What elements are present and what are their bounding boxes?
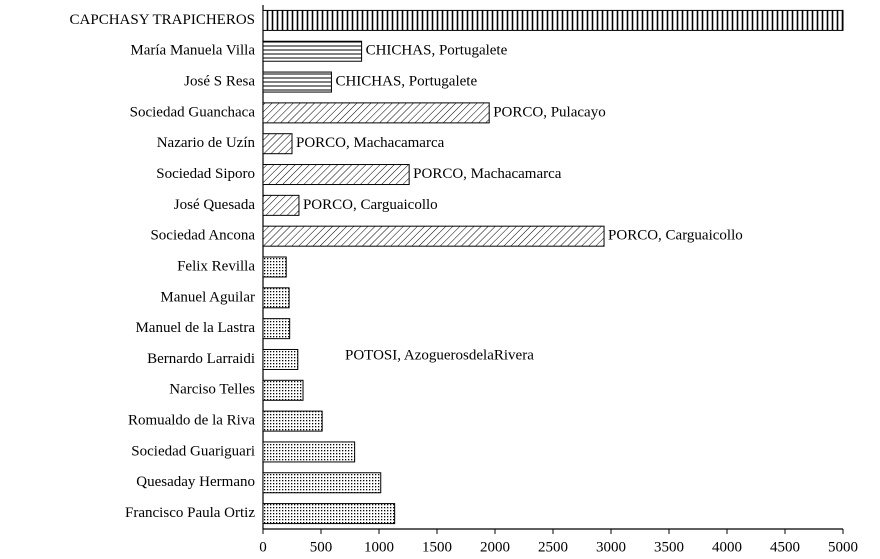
- y-tick-label: Bernardo Larraidi: [147, 351, 255, 367]
- y-tick-label: Romualdo de la Riva: [128, 413, 255, 429]
- x-tick-label: 5000: [828, 539, 858, 555]
- bar: [262, 256, 287, 278]
- y-tick-label: José S Resa: [184, 73, 255, 89]
- bar: [262, 318, 291, 340]
- bar-label: PORCO, Machacamarca: [413, 166, 562, 182]
- y-tick-label: Francisco Paula Ortiz: [125, 505, 255, 521]
- bar: [262, 410, 323, 432]
- bar: [262, 9, 844, 31]
- y-tick-label: Narciso Telles: [169, 382, 255, 398]
- x-tick-label: 0: [259, 539, 267, 555]
- x-tick-label: 3000: [596, 539, 626, 555]
- bar: [262, 71, 332, 93]
- y-tick-label: María Manuela Villa: [130, 43, 255, 59]
- bar-label: CHICHAS, Portugalete: [366, 43, 508, 59]
- bar-label: PORCO, Pulacayo: [493, 104, 606, 120]
- bar-label: PORCO, Carguaicollo: [608, 228, 743, 244]
- bar: [262, 441, 356, 463]
- y-tick-label: Manuel de la Lastra: [135, 320, 255, 336]
- bar: [262, 102, 490, 124]
- x-tick-label: 4000: [712, 539, 742, 555]
- bar: [262, 348, 299, 370]
- bar: [262, 225, 605, 247]
- x-tick-label: 1500: [422, 539, 452, 555]
- bar: [262, 133, 293, 155]
- annotation: POTOSI, AzoguerosdelaRivera: [345, 347, 534, 363]
- y-tick-label: Felix Revilla: [177, 258, 255, 274]
- y-tick-label: Sociedad Guanchaca: [130, 104, 256, 120]
- bar-label: PORCO, Carguaicollo: [303, 197, 438, 213]
- bar: [262, 40, 363, 62]
- x-tick-label: 4500: [770, 539, 800, 555]
- x-tick-label: 500: [310, 539, 333, 555]
- x-tick-label: 2500: [538, 539, 568, 555]
- y-tick-label: Manuel Aguilar: [160, 289, 255, 305]
- bar: [262, 503, 396, 525]
- bar: [262, 287, 290, 309]
- bar-label: CHICHAS, Portugalete: [335, 73, 477, 89]
- y-tick-label: José Quesada: [174, 197, 256, 213]
- y-tick-label: Nazario de Uzín: [157, 135, 256, 151]
- y-tick-label: Sociedad Siporo: [156, 166, 255, 182]
- bar: [262, 194, 300, 216]
- bar: [262, 379, 304, 401]
- y-tick-label: Sociedad Guariguari: [131, 443, 255, 459]
- y-tick-label: Quesaday Hermano: [136, 474, 255, 490]
- x-tick-label: 2000: [480, 539, 510, 555]
- x-tick-label: 1000: [364, 539, 394, 555]
- bar: [262, 472, 382, 494]
- bar: [262, 164, 410, 186]
- y-tick-label: CAPCHASY TRAPICHEROS: [70, 12, 255, 28]
- y-tick-label: Sociedad Ancona: [150, 228, 255, 244]
- bar-label: PORCO, Machacamarca: [296, 135, 445, 151]
- x-tick-label: 3500: [654, 539, 684, 555]
